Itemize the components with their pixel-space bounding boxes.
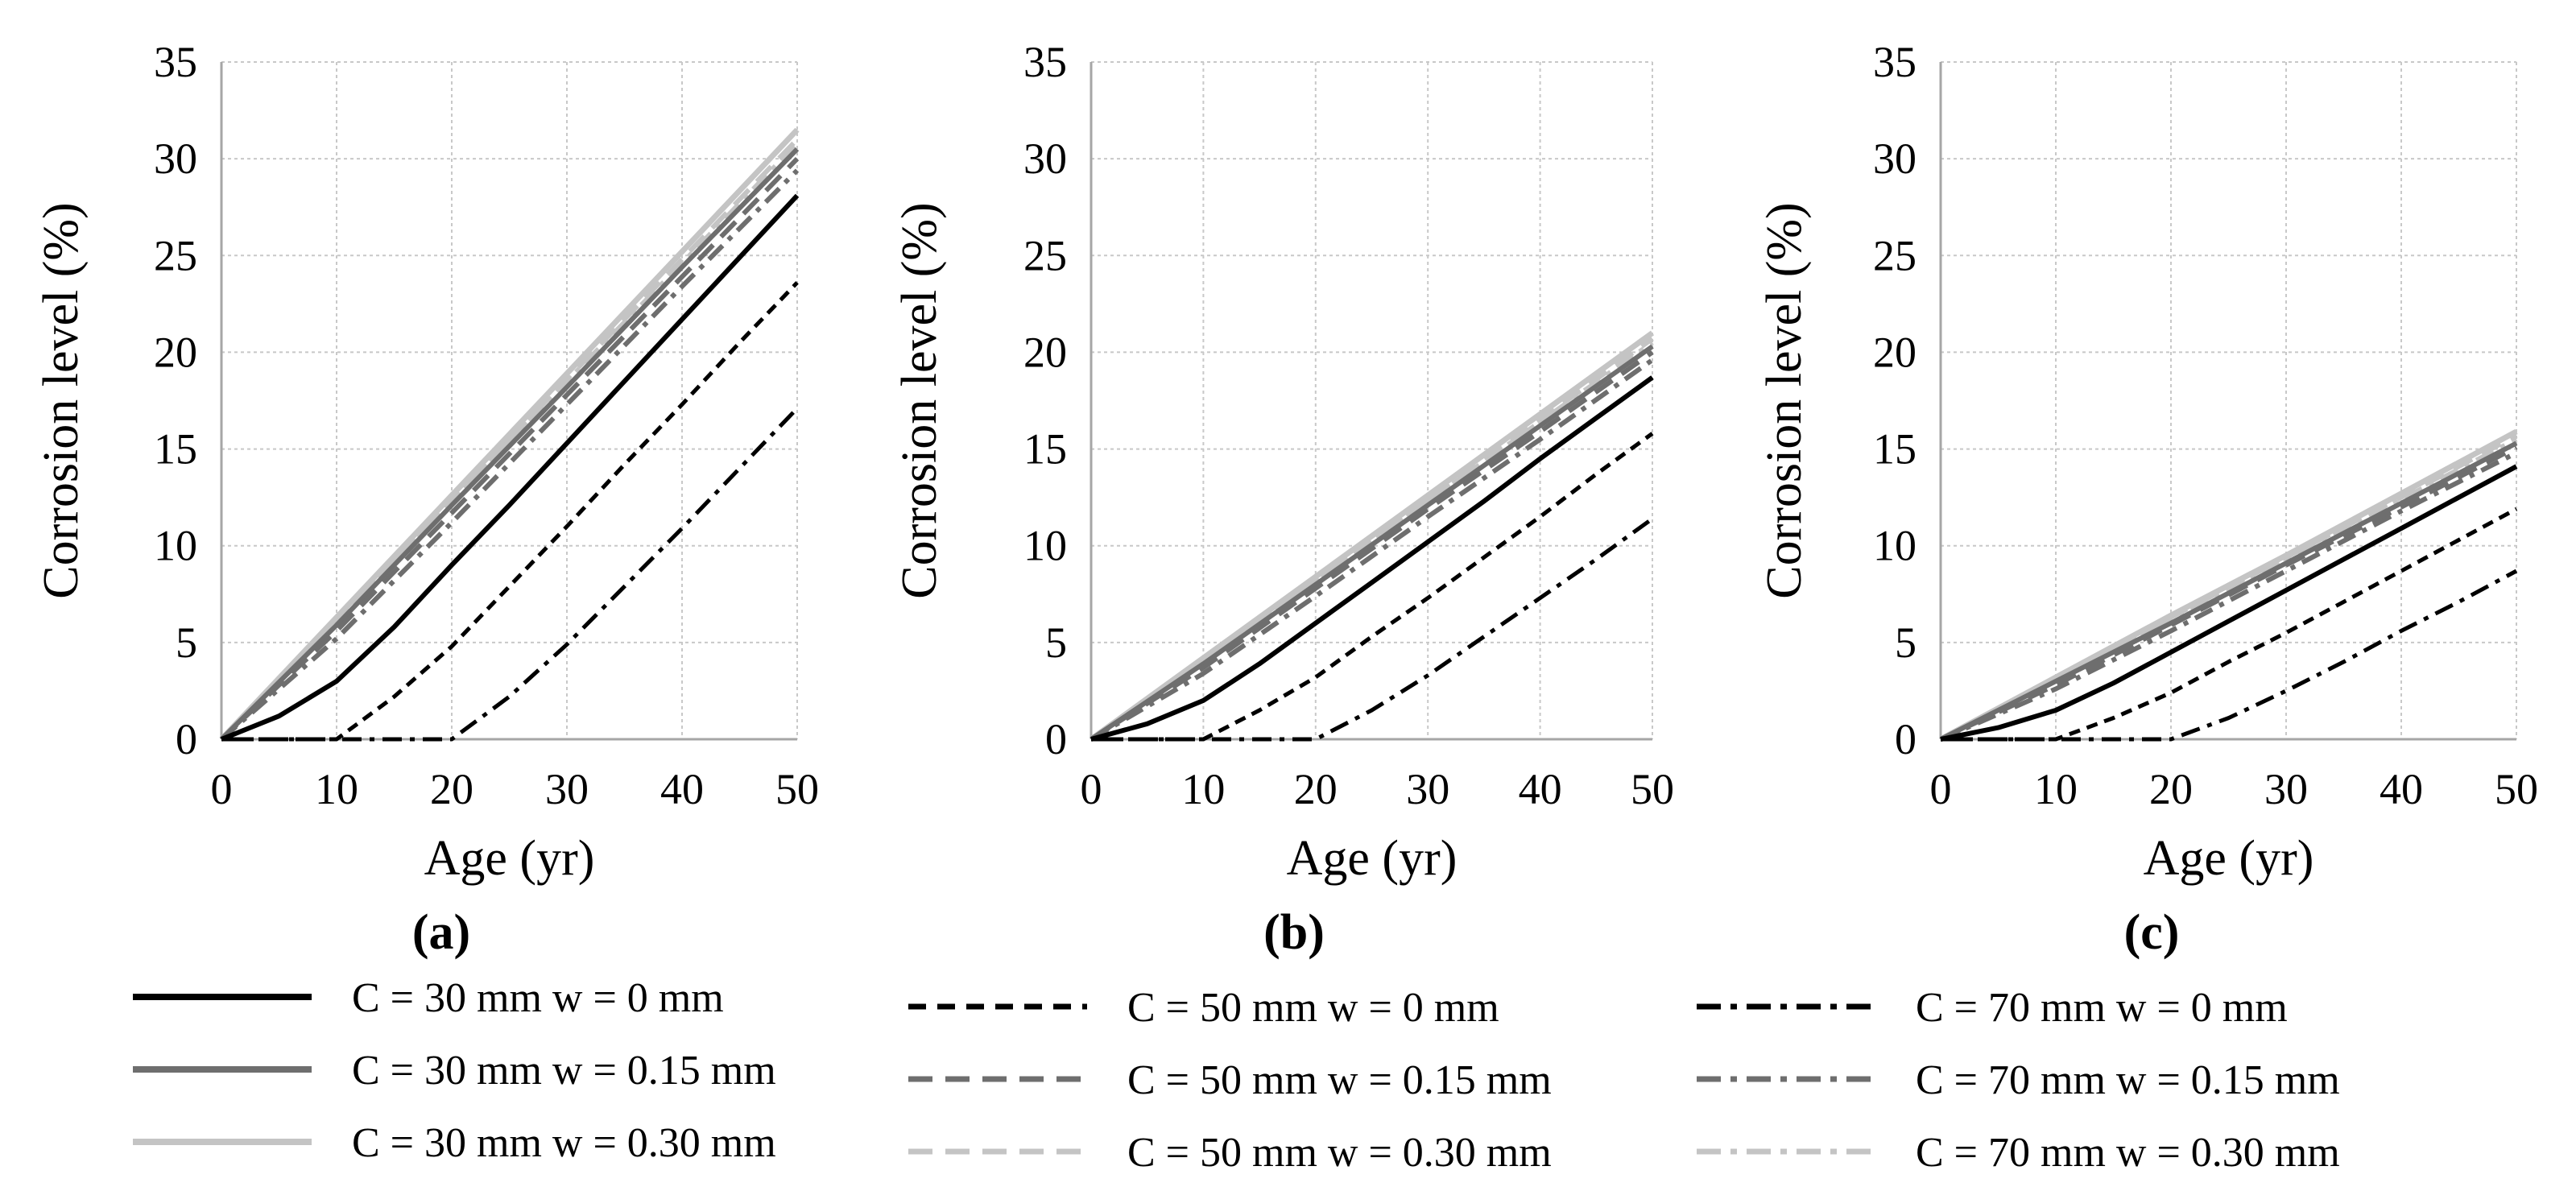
series-line-c-50-mm-w-0-15-mm xyxy=(1939,445,2518,742)
x-axis-title: Age (yr) xyxy=(1287,831,1458,886)
y-tick-label: 15 xyxy=(1023,425,1067,474)
series-line-c-50-mm-w-0-15-mm xyxy=(219,157,800,742)
x-tick-label: 30 xyxy=(2264,765,2308,813)
x-tick-label: 50 xyxy=(1631,765,1674,813)
series-line-c-50-mm-w-0-mm xyxy=(1091,432,1654,742)
series-line-c-50-mm-w-0-30-mm xyxy=(1090,337,1654,742)
y-tick-label: 30 xyxy=(1873,134,1916,183)
legend: C = 30 mm w = 0 mm C = 30 mm w = 0.15 mm C… xyxy=(133,975,2340,1176)
x-tick-label: 50 xyxy=(2495,765,2538,813)
y-tick-label: 10 xyxy=(154,522,197,570)
x-tick-label: 10 xyxy=(315,765,358,813)
panel-label: (c) xyxy=(2124,905,2180,960)
y-axis-title: Corrosion level (%) xyxy=(892,202,947,598)
x-tick-label: 10 xyxy=(1181,765,1225,813)
y-tick-label: 0 xyxy=(176,715,197,763)
legend-label: C = 30 mm w = 0 mm xyxy=(352,975,724,1021)
y-tick-label: 5 xyxy=(1895,618,1916,667)
x-tick-label: 30 xyxy=(1406,765,1449,813)
series-line-c-70-mm-w-0-mm xyxy=(1091,517,1654,742)
legend-label: C = 50 mm w = 0.15 mm xyxy=(1127,1057,1552,1103)
x-axis-title: Age (yr) xyxy=(2144,831,2314,886)
series-line-c-30-mm-w-0-mm xyxy=(1090,375,1654,742)
series-line-c-70-mm-w-0-30-mm xyxy=(219,141,800,742)
y-tick-label: 35 xyxy=(1023,38,1067,86)
series-line-c-30-mm-w-0-mm xyxy=(220,193,800,742)
y-tick-label: 10 xyxy=(1023,522,1067,570)
x-tick-label: 40 xyxy=(1519,765,1562,813)
x-tick-label: 10 xyxy=(2034,765,2078,813)
series-line-c-30-mm-w-0-15-mm xyxy=(1090,344,1654,742)
legend-label: C = 30 mm w = 0.30 mm xyxy=(352,1120,776,1166)
series-line-c-70-mm-w-0-15-mm xyxy=(1939,450,2518,742)
legend-label: C = 70 mm w = 0 mm xyxy=(1916,985,2288,1031)
legend-label: C = 70 mm w = 0.15 mm xyxy=(1916,1057,2340,1103)
series-line-c-50-mm-w-0-15-mm xyxy=(1090,349,1654,742)
series-line-c-70-mm-w-0-mm xyxy=(1941,569,2518,742)
x-tick-label: 0 xyxy=(211,765,233,813)
x-tick-label: 20 xyxy=(1294,765,1338,813)
y-tick-label: 15 xyxy=(154,425,197,474)
x-tick-label: 40 xyxy=(660,765,704,813)
y-tick-label: 25 xyxy=(1873,231,1916,279)
legend-label: C = 50 mm w = 0 mm xyxy=(1127,985,1499,1031)
x-tick-label: 50 xyxy=(775,765,819,813)
y-tick-label: 20 xyxy=(1873,328,1916,376)
y-axis-title: Corrosion level (%) xyxy=(1757,202,1812,598)
y-tick-label: 0 xyxy=(1895,715,1916,763)
y-tick-label: 30 xyxy=(154,134,197,183)
y-tick-label: 35 xyxy=(154,38,197,86)
chart-panel-1: 0 10 20 30 40 50 0 5 10 15 20 25 30 35 Age (yr) Corrosi… xyxy=(34,38,819,960)
x-tick-label: 0 xyxy=(1081,765,1102,813)
x-tick-label: 40 xyxy=(2380,765,2423,813)
y-tick-label: 35 xyxy=(1873,38,1916,86)
legend-label: C = 70 mm w = 0.30 mm xyxy=(1916,1130,2340,1176)
x-tick-label: 0 xyxy=(1930,765,1952,813)
series-line-c-30-mm-w-0-15-mm xyxy=(219,147,800,742)
y-tick-label: 20 xyxy=(1023,328,1067,376)
y-axis-title: Corrosion level (%) xyxy=(34,202,89,598)
legend-label: C = 50 mm w = 0.30 mm xyxy=(1127,1130,1552,1176)
x-tick-label: 20 xyxy=(430,765,473,813)
series-line-c-70-mm-w-0-15-mm xyxy=(220,168,800,742)
series-line-c-30-mm-w-0-15-mm xyxy=(1939,440,2518,742)
chart-panel-2: 0 10 20 30 40 50 0 5 10 15 20 25 30 35 Age (yr) Corrosi… xyxy=(892,38,1674,960)
legend-label: C = 30 mm w = 0.15 mm xyxy=(352,1048,776,1094)
y-tick-label: 5 xyxy=(1045,618,1067,667)
y-tick-label: 30 xyxy=(1023,134,1067,183)
panel-label: (a) xyxy=(412,905,470,960)
y-tick-label: 10 xyxy=(1873,522,1916,570)
x-tick-label: 30 xyxy=(545,765,589,813)
y-tick-label: 25 xyxy=(154,231,197,279)
y-tick-label: 15 xyxy=(1873,425,1916,474)
panel-label: (b) xyxy=(1263,905,1325,960)
y-tick-label: 20 xyxy=(154,328,197,376)
x-axis-title: Age (yr) xyxy=(424,831,595,886)
series-line-c-70-mm-w-0-30-mm xyxy=(1090,340,1654,742)
y-tick-label: 25 xyxy=(1023,231,1067,279)
x-tick-label: 20 xyxy=(2149,765,2193,813)
y-tick-label: 5 xyxy=(176,618,197,667)
series-line-c-50-mm-w-0-mm xyxy=(1941,507,2518,742)
series-line-c-30-mm-w-0-mm xyxy=(1940,464,2518,742)
series-line-c-70-mm-w-0-mm xyxy=(221,407,799,742)
series-line-c-50-mm-w-0-mm xyxy=(221,281,799,742)
series-line-c-70-mm-w-0-15-mm xyxy=(1090,358,1654,742)
y-tick-label: 0 xyxy=(1045,715,1067,763)
chart-panel-3: 0 10 20 30 40 50 0 5 10 15 20 25 30 35 Age (yr) Corrosi… xyxy=(1757,38,2538,960)
